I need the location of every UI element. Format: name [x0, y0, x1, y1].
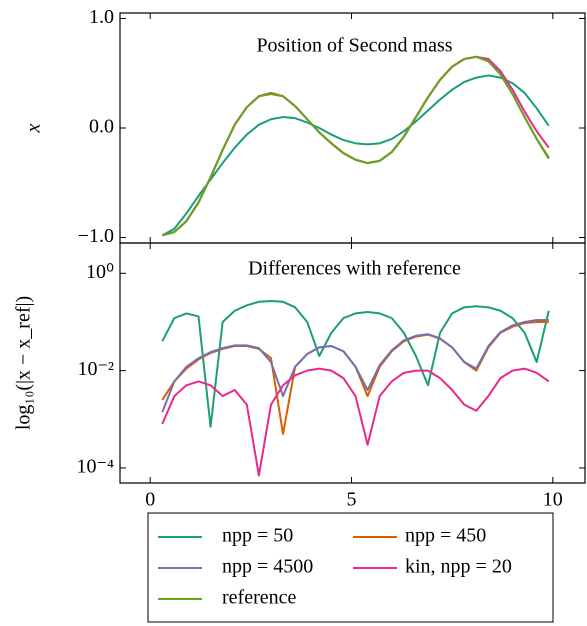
data-line: [161, 299, 550, 428]
data-line: [161, 367, 550, 477]
data-line: [161, 318, 549, 413]
legend-label: npp = 450: [405, 525, 486, 547]
chart-title: Position of Second mass: [256, 35, 452, 57]
data-line: [162, 55, 550, 237]
legend-label: kin, npp = 20: [405, 556, 512, 578]
y-axis-label: log₁₀(|x − x_ref|): [13, 296, 35, 430]
data-line: [162, 55, 550, 237]
data-line: [162, 55, 550, 237]
data-line: [162, 55, 550, 237]
legend-label: npp = 4500: [222, 556, 313, 578]
chart-title: Differences with reference: [248, 258, 461, 280]
y-tick-label: 10⁻²: [77, 358, 114, 380]
x-tick-label: 0: [145, 489, 155, 511]
legend-label: npp = 50: [222, 525, 293, 547]
plot-frame: [119, 242, 586, 484]
y-tick-label: 10⁰: [86, 261, 114, 283]
y-tick-label: 1.0: [89, 6, 114, 28]
y-tick-label: −1.0: [78, 225, 114, 247]
y-axis-label: x: [23, 123, 45, 133]
y-tick-label: 10⁻⁴: [76, 456, 114, 478]
x-tick-label: 10: [543, 489, 563, 511]
legend-box: [147, 512, 554, 623]
y-tick-label: 0.0: [89, 116, 114, 138]
legend-label: reference: [222, 587, 296, 609]
data-line: [161, 74, 550, 237]
x-tick-label: 5: [346, 489, 356, 511]
